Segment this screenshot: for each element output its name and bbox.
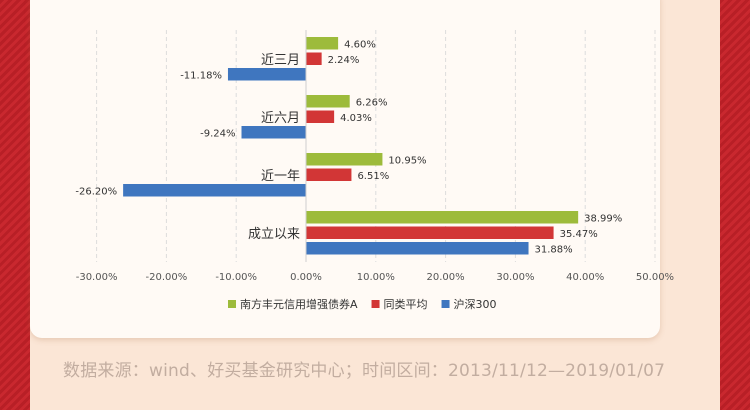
legend-label: 同类平均 [384,297,428,311]
right-border-stripe [720,0,750,410]
data-label: 4.60% [344,39,376,50]
category-label: 成立以来 [248,227,300,242]
data-label: -26.20% [75,186,117,197]
legend-label: 南方丰元信用增强债券A [240,297,358,311]
x-tick-label: 10.00% [357,272,395,283]
data-label: 4.03% [340,113,372,124]
bar [306,153,383,166]
bar [306,52,322,65]
data-label: 38.99% [584,213,622,224]
bar [306,242,529,255]
category-label: 近三月 [261,53,300,68]
bar [227,68,306,81]
legend-label: 沪深300 [454,297,497,311]
x-tick-label: -10.00% [215,272,257,283]
data-label: 2.24% [328,55,360,66]
x-tick-label: 50.00% [636,272,674,283]
bar [306,110,335,123]
data-source-note: 数据来源：wind、好买基金研究中心；时间区间：2013/11/12—2019/… [63,361,666,381]
left-border-stripe [0,0,30,410]
x-tick-label: 30.00% [496,272,534,283]
bar [306,226,554,239]
x-tick-label: -30.00% [76,272,118,283]
x-tick-label: 20.00% [427,272,465,283]
data-label: -11.18% [180,70,222,81]
bar [123,184,307,197]
data-label: 10.95% [388,155,426,166]
category-label: 近六月 [261,111,300,126]
bar [241,126,306,139]
bar [306,211,579,224]
legend-swatch [228,300,236,308]
category-label: 近一年 [261,169,300,184]
bar [306,168,352,181]
x-tick-label: 40.00% [566,272,604,283]
data-label: 6.51% [357,171,389,182]
data-label: 31.88% [535,244,573,255]
legend-swatch [371,300,380,308]
data-label: 6.26% [356,97,388,108]
x-tick-label: 0.00% [290,272,322,283]
bar [306,37,339,50]
x-tick-label: -20.00% [146,272,188,283]
data-label: 35.47% [560,229,598,240]
legend-swatch [441,300,450,308]
bar [306,95,350,108]
data-label: -9.24% [200,128,235,139]
